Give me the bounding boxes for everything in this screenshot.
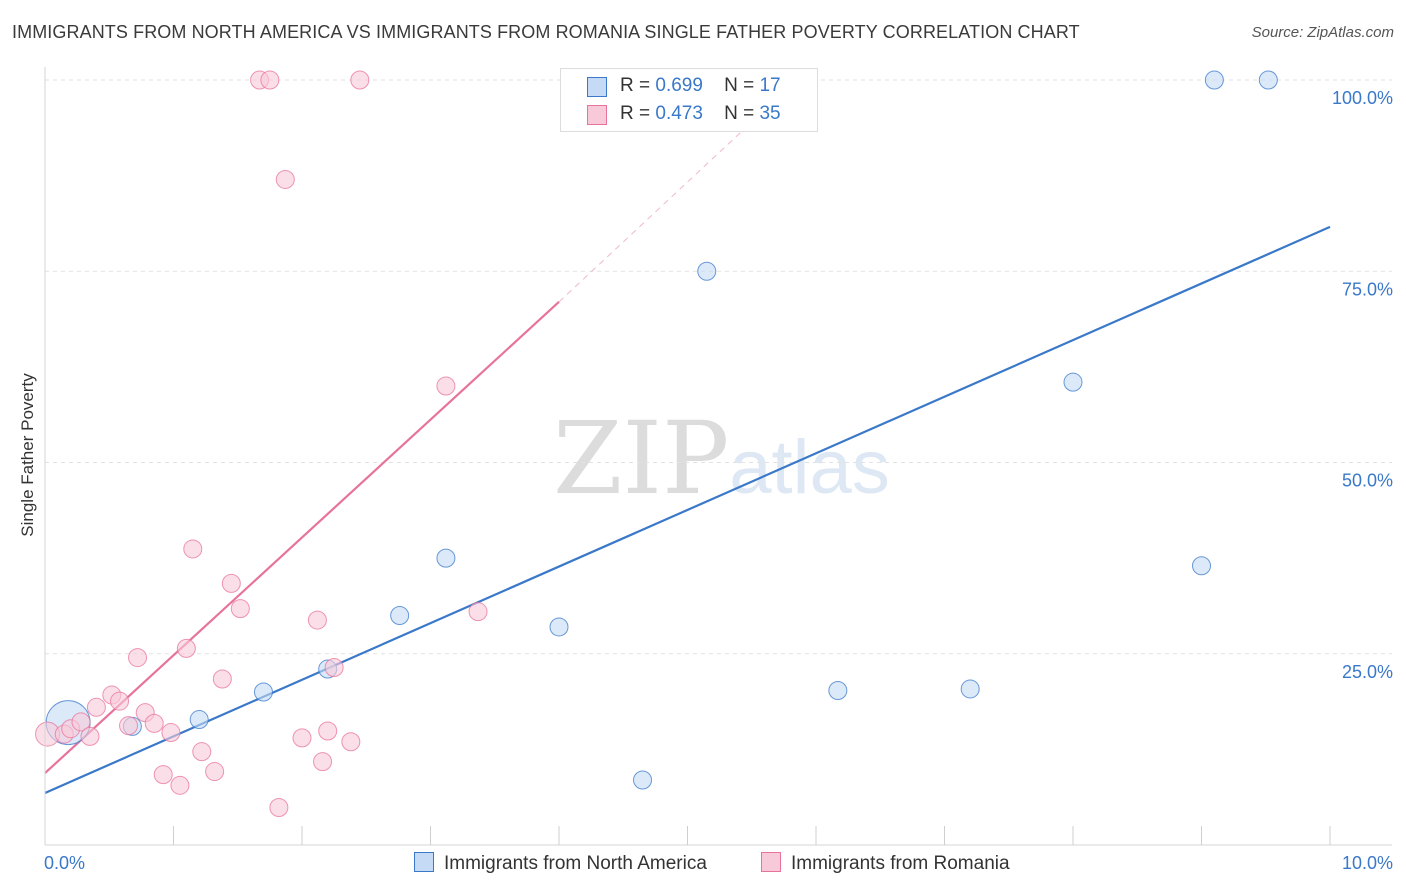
x-tick-label-min: 0.0% (44, 853, 85, 873)
point-romania (128, 648, 148, 668)
watermark-atlas: atlas (729, 425, 890, 510)
bottom-legend-label-romania: Immigrants from Romania (791, 853, 1010, 874)
point-romania (260, 70, 280, 90)
point-romania (86, 697, 106, 717)
legend-r-value: 0.699 (655, 75, 703, 96)
point-romania (153, 765, 173, 785)
point-romania (275, 169, 295, 189)
point-north-america (697, 261, 717, 281)
point-romania (192, 742, 212, 762)
point-romania (318, 721, 338, 741)
y-tick-label: 50.0% (1342, 471, 1393, 491)
point-romania (313, 752, 333, 772)
point-romania (269, 798, 289, 818)
bottom-legend-label-north-america: Immigrants from North America (444, 853, 707, 874)
watermark-zip: ZIP (553, 400, 730, 517)
point-north-america (828, 680, 848, 700)
chart-title: IMMIGRANTS FROM NORTH AMERICA VS IMMIGRA… (12, 22, 1080, 42)
legend-swatch-romania (587, 105, 607, 125)
point-north-america (1063, 372, 1083, 392)
axis-layer: 25.0% 50.0% 75.0% 100.0% 0.0% 10.0% (44, 67, 1393, 873)
point-north-america (1192, 556, 1211, 576)
x-tick-label-max: 10.0% (1342, 853, 1393, 873)
trend-line-romania (44, 301, 560, 774)
point-romania (205, 762, 225, 782)
zipatlas-watermark: ZIPatlas (553, 400, 890, 517)
point-romania (80, 726, 100, 746)
legend-r-label: R = (620, 75, 651, 96)
point-north-america (549, 617, 569, 637)
point-romania (176, 638, 196, 658)
trend-layer (44, 121, 1331, 794)
y-tick-label: 100.0% (1332, 88, 1393, 108)
point-romania (230, 599, 250, 619)
bottom-legend-swatch-romania (761, 852, 781, 872)
point-romania (221, 573, 241, 593)
bottom-legend-swatch-north-america (414, 852, 434, 872)
point-north-america (1258, 70, 1278, 90)
legend-n-value: 35 (759, 103, 781, 124)
point-north-america (189, 710, 209, 730)
point-north-america (390, 606, 410, 625)
point-north-america (1204, 70, 1224, 90)
chart-source: Source: ZipAtlas.com (1252, 24, 1394, 41)
point-romania (119, 716, 139, 736)
legend-n-value: 17 (759, 75, 781, 96)
point-romania (183, 539, 203, 559)
trend-line-north-america (44, 225, 1331, 794)
legend-swatch-north-america (587, 77, 607, 97)
point-romania (161, 723, 181, 743)
point-romania (341, 732, 361, 752)
source-label: Source: (1251, 24, 1304, 41)
point-romania (324, 658, 344, 678)
legend-r-value: 0.473 (655, 103, 703, 124)
point-romania (292, 728, 312, 748)
point-north-america (633, 770, 653, 790)
point-romania (110, 691, 130, 711)
y-tick-label: 75.0% (1342, 279, 1393, 299)
point-north-america (436, 548, 456, 568)
correlation-legend: R = 0.699 N = 17 R = 0.473 N = 35 (560, 68, 818, 132)
points-layer (35, 70, 1278, 818)
point-romania (144, 713, 164, 733)
legend-r-label: R = (620, 103, 651, 124)
y-tick-label: 25.0% (1342, 662, 1393, 682)
point-north-america (253, 682, 273, 702)
point-romania (468, 602, 488, 622)
legend-n-label: N = (724, 103, 755, 124)
y-axis-title: Single Father Poverty (18, 373, 37, 537)
source-value[interactable]: ZipAtlas.com (1307, 24, 1394, 41)
point-romania (170, 775, 190, 795)
point-romania (212, 669, 232, 689)
bottom-legend-north-america[interactable]: Immigrants from North America (414, 852, 707, 875)
grid-layer (45, 79, 1392, 655)
point-romania (350, 70, 370, 90)
bottom-legend-romania[interactable]: Immigrants from Romania (761, 852, 1010, 875)
point-romania (71, 712, 91, 732)
point-romania (307, 610, 327, 630)
legend-n-label: N = (724, 75, 755, 96)
point-north-america (960, 679, 980, 699)
point-romania (436, 376, 456, 396)
trend-line-romania-extension (558, 121, 753, 303)
